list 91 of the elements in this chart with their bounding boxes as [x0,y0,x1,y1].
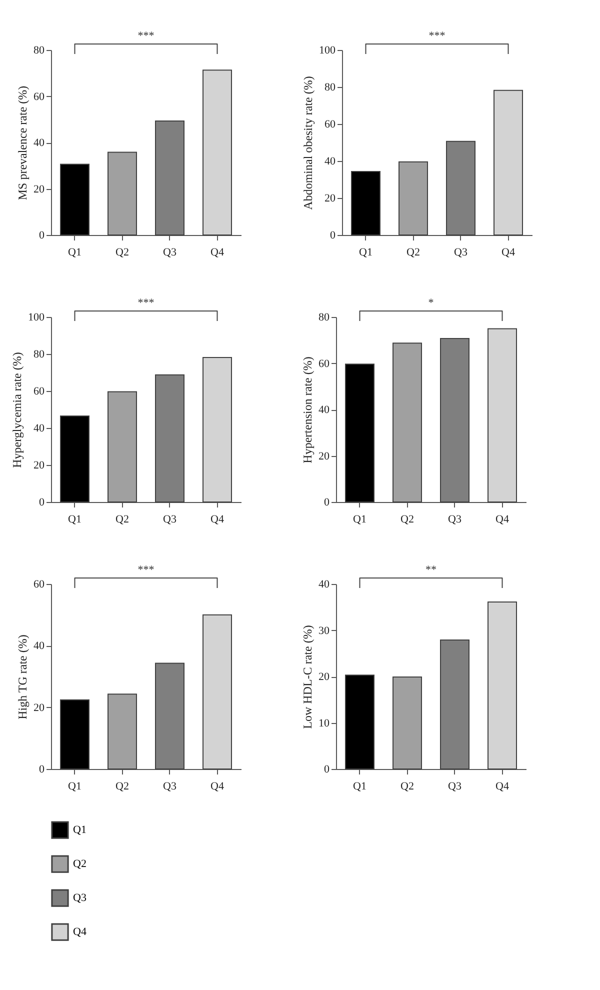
y-tick-label: 60 [34,90,45,103]
y-tick-label: 40 [34,640,45,652]
bar [60,164,90,236]
x-tick-label: Q1 [353,514,366,526]
legend-label: Q4 [73,926,87,938]
y-axis-title: Hypertension rate (%) [300,356,314,464]
x-tick-label: Q2 [400,514,414,526]
y-tick-label: 20 [318,671,330,683]
y-tick-label: 0 [330,230,336,242]
x-tick-label: Q4 [502,246,516,258]
legend-label: Q1 [73,824,86,836]
x-tick-label: Q2 [116,246,129,258]
y-tick-label: 20 [34,460,45,472]
x-tick-label: Q1 [68,780,82,792]
y-tick-label: 60 [324,118,336,130]
bar [351,171,380,236]
x-tick-label: Q3 [454,246,468,258]
x-tick-label: Q4 [496,780,510,792]
bar [398,161,428,236]
y-tick-label: 0 [324,496,330,508]
text: *** [138,30,154,42]
bar [345,674,374,770]
y-axis-title: Abdominal obesity rate (%) [301,76,315,210]
bar [345,364,374,502]
bar [108,391,137,502]
bar [440,338,470,502]
y-axis-title: High TG rate (%) [16,634,30,720]
x-tick-label: Q4 [210,246,224,258]
y-axis-title: MS prevalence rate (%) [16,86,30,200]
x-tick-label: Q1 [68,514,82,526]
bar [202,70,232,236]
y-tick-label: 40 [318,578,330,590]
text: *** [138,564,154,576]
bar [494,90,523,236]
y-tick-label: 100 [28,312,45,324]
bar [488,602,517,770]
x-tick-label: Q3 [448,780,462,792]
text: * [428,297,434,309]
text: ** [426,564,436,576]
y-tick-label: 80 [34,348,45,360]
x-tick-label: Q4 [210,780,224,792]
x-tick-label: Q2 [116,514,129,526]
y-tick-label: 0 [324,764,330,776]
bar [202,357,232,502]
text: *** [138,297,154,309]
y-tick-label: 10 [318,717,330,730]
x-tick-label: Q1 [359,246,372,258]
x-tick-label: Q2 [116,780,129,792]
y-tick-label: 0 [39,496,45,508]
y-tick-label: 30 [318,624,330,637]
legend-label: Q3 [73,892,87,904]
y-tick-label: 20 [318,450,330,462]
x-tick-label: Q3 [163,246,177,258]
bar [440,639,470,770]
x-tick-label: Q3 [163,514,177,526]
legend-label: Q2 [73,858,86,870]
y-tick-label: 40 [318,404,330,416]
x-tick-label: Q4 [496,514,510,526]
y-tick-label: 60 [34,386,45,398]
y-tick-label: 40 [324,156,336,168]
bar [488,328,517,502]
y-tick-label: 80 [34,44,45,56]
y-tick-label: 20 [324,192,336,204]
y-tick-label: 0 [39,230,45,242]
y-tick-label: 40 [34,137,45,149]
text: *** [428,30,446,42]
y-axis-title: Low HDL-C rate (%) [300,625,314,729]
y-tick-label: 60 [34,578,45,590]
x-tick-label: Q2 [400,780,414,792]
bar [60,415,90,502]
bar [155,374,184,502]
bar [392,342,422,502]
y-tick-label: 80 [324,82,336,94]
y-tick-label: 100 [319,44,336,56]
y-tick-label: 60 [318,358,330,370]
x-tick-label: Q2 [406,246,420,258]
bar [392,676,422,770]
y-tick-label: 40 [34,422,45,434]
bar [446,140,476,236]
x-tick-label: Q3 [448,514,462,526]
y-tick-label: 20 [34,183,45,196]
y-tick-label: 80 [318,312,330,324]
x-tick-label: Q1 [353,780,366,792]
bar [155,120,184,236]
x-tick-label: Q4 [210,514,224,526]
y-tick-label: 0 [39,764,45,776]
x-tick-label: Q3 [163,780,177,792]
bar [108,152,137,236]
y-axis-title: Hyperglycemia rate (%) [10,352,24,468]
x-tick-label: Q1 [68,246,82,258]
y-tick-label: 20 [34,702,45,714]
